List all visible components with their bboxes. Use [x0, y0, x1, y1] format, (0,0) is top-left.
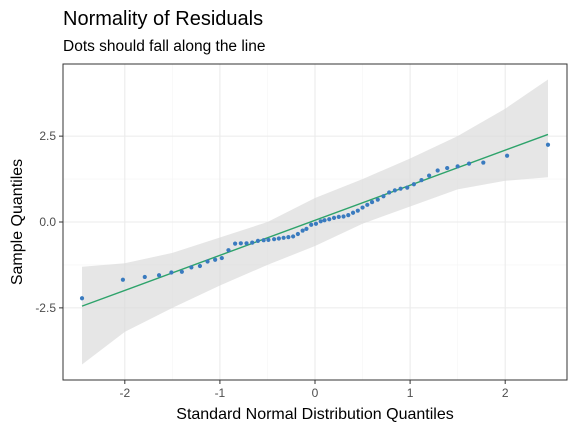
sample-point	[255, 238, 261, 243]
sample-point	[266, 237, 271, 242]
sample-point	[419, 177, 424, 183]
x-tick-label: 0	[312, 386, 319, 400]
x-tick-label: 2	[502, 386, 509, 400]
sample-point	[300, 228, 305, 233]
sample-point	[346, 213, 351, 218]
x-axis-ticks: -2 -1 0 1 2	[119, 380, 509, 400]
sample-point	[387, 190, 392, 195]
sample-point	[398, 186, 403, 191]
sample-point	[327, 217, 332, 222]
sample-point	[504, 153, 510, 158]
sample-point	[233, 241, 238, 246]
sample-point	[219, 255, 224, 261]
chart-title: Normality of Residuals	[63, 8, 263, 30]
sample-point	[250, 240, 255, 245]
sample-point	[381, 194, 386, 199]
x-tick-label: -2	[119, 386, 130, 400]
sample-point	[411, 182, 416, 187]
x-axis-title: Standard Normal Distribution Quantiles	[176, 406, 453, 423]
y-tick-label: -2.5	[35, 301, 56, 315]
y-axis-ticks: -2.5 0.0 2.5	[35, 129, 63, 315]
sample-point	[286, 235, 291, 240]
sample-points	[79, 142, 551, 301]
sample-point	[445, 165, 450, 171]
sample-point	[197, 263, 203, 269]
sample-point	[466, 161, 472, 166]
sample-point	[350, 210, 356, 215]
y-tick-label: 2.5	[39, 129, 56, 143]
sample-point	[238, 241, 243, 246]
y-tick-label: 0.0	[39, 215, 56, 229]
grid-lines	[63, 64, 567, 380]
sample-point	[341, 214, 346, 219]
chart-subtitle: Dots should fall along the line	[63, 38, 266, 55]
sample-point	[331, 215, 337, 220]
sample-point	[276, 236, 281, 241]
sample-point	[392, 188, 397, 193]
sample-point	[309, 222, 314, 227]
sample-point	[481, 160, 486, 165]
sample-point	[375, 197, 380, 202]
sample-point	[169, 270, 174, 275]
sample-point	[313, 221, 319, 226]
sample-point	[179, 269, 184, 274]
sample-point	[304, 226, 309, 231]
sample-point	[142, 274, 147, 280]
sample-point	[205, 259, 210, 264]
sample-point	[295, 231, 300, 237]
x-tick-label: -1	[215, 386, 226, 400]
sample-point	[545, 142, 551, 147]
sample-point	[226, 248, 231, 253]
sample-point	[261, 238, 266, 243]
x-tick-label: 1	[407, 386, 414, 400]
sample-point	[322, 218, 327, 223]
sample-point	[405, 185, 410, 190]
sample-point	[336, 214, 341, 219]
sample-point	[213, 257, 218, 262]
sample-point	[355, 208, 360, 213]
sample-point	[79, 296, 85, 301]
sample-point	[244, 241, 249, 246]
y-axis-title: Sample Quantiles	[9, 159, 26, 285]
sample-point	[156, 273, 162, 278]
sample-point	[365, 202, 370, 207]
sample-point	[435, 168, 440, 173]
sample-point	[189, 265, 194, 270]
sample-point	[455, 164, 460, 169]
sample-point	[120, 277, 126, 282]
sample-point	[281, 235, 286, 240]
sample-point	[272, 237, 277, 242]
sample-point	[360, 205, 365, 210]
sample-point	[369, 199, 375, 205]
sample-point	[427, 173, 432, 178]
sample-point	[291, 234, 296, 239]
sample-point	[318, 219, 323, 224]
